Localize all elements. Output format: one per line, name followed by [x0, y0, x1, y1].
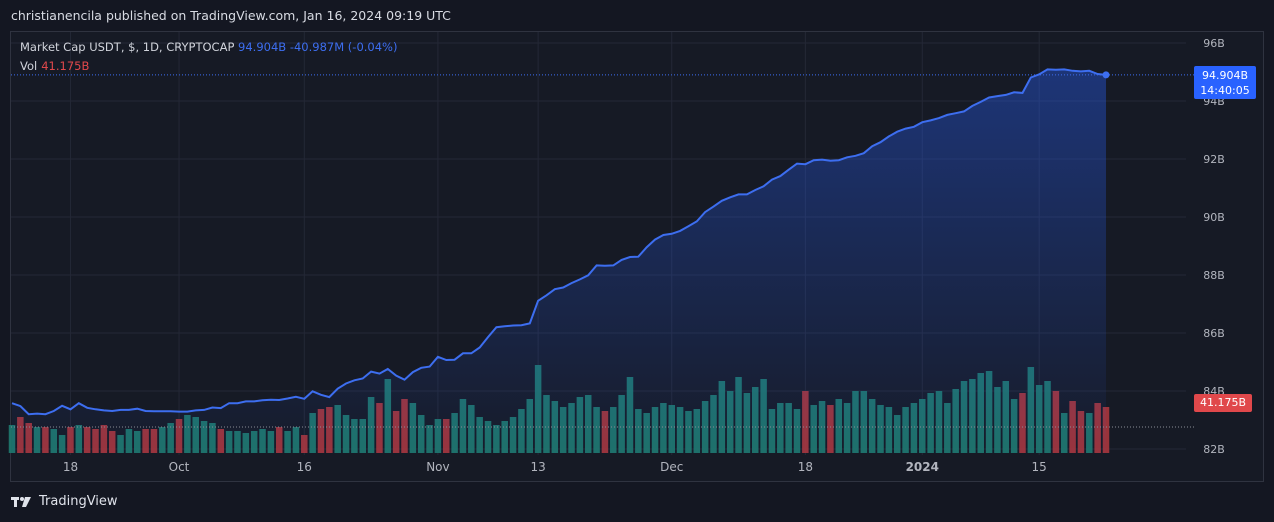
last-price-dot: [1102, 71, 1110, 79]
volume-value: 41.175B: [41, 59, 90, 73]
symbol-name: Market Cap USDT, $, 1D, CRYPTOCAP: [20, 40, 235, 54]
tradingview-logo-icon: [11, 496, 31, 507]
y-tick-label: 88B: [1203, 269, 1225, 282]
x-tick-label: 15: [1032, 460, 1047, 474]
x-tick-label: Nov: [426, 460, 449, 474]
x-axis-ticks: 18 Oct 16 Nov 13 Dec 18 2024 15: [63, 460, 1047, 474]
y-tick-label: 82B: [1203, 443, 1225, 456]
y-tick-label: 92B: [1203, 153, 1225, 166]
brand-name: TradingView: [39, 494, 118, 509]
x-tick-label: 18: [63, 460, 78, 474]
last-price-value: 94.904B: [1201, 69, 1249, 82]
current-value: 94.904B: [238, 40, 287, 54]
volume-label: Vol: [20, 59, 38, 73]
x-tick-label: 18: [798, 460, 813, 474]
x-tick-label: 2024: [906, 460, 939, 474]
bar-countdown: 14:40:05: [1200, 84, 1250, 97]
footer-brand[interactable]: TradingView: [11, 494, 118, 509]
x-tick-label: Dec: [660, 460, 683, 474]
price-line: [11, 68, 1107, 416]
change-value: -40.987M (-0.04%): [289, 40, 398, 54]
y-tick-label: 86B: [1203, 327, 1225, 340]
x-tick-label: 13: [530, 460, 545, 474]
publisher-line: christianencila published on TradingView…: [11, 8, 451, 23]
x-tick-label: Oct: [169, 460, 190, 474]
y-tick-label: 96B: [1203, 37, 1225, 50]
symbol-legend[interactable]: Market Cap USDT, $, 1D, CRYPTOCAP 94.904…: [20, 40, 397, 54]
last-volume-tag: 41.175B: [1194, 394, 1252, 412]
x-tick-label: 16: [297, 460, 312, 474]
volume-legend[interactable]: Vol 41.175B: [20, 59, 89, 73]
y-tick-label: 90B: [1203, 211, 1225, 224]
price-area: [12, 69, 1106, 454]
last-price-tag: 94.904B 14:40:05: [1194, 66, 1256, 99]
